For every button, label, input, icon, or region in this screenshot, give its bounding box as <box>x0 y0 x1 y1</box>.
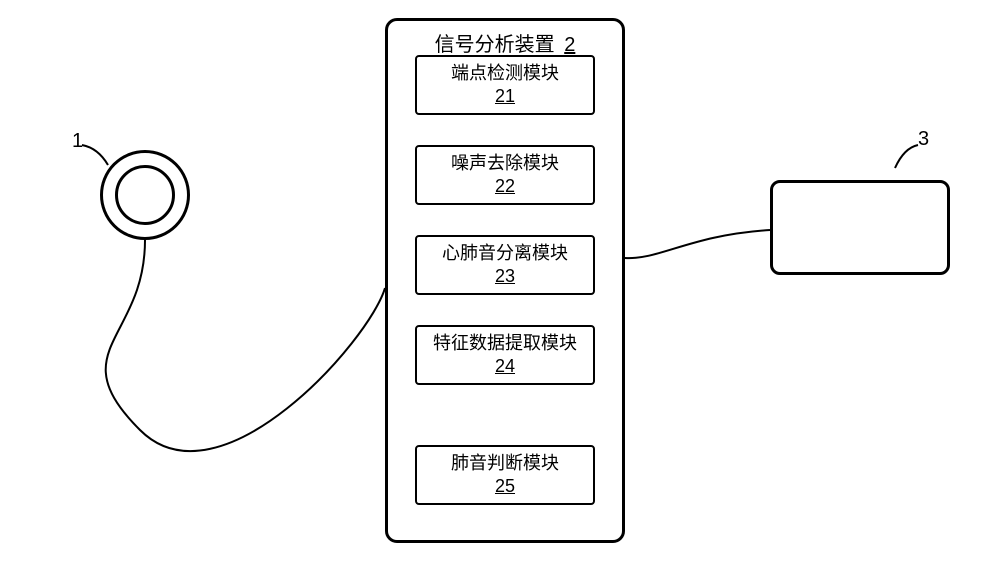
module-num: 24 <box>495 355 515 378</box>
module-box: 心肺音分离模块 23 <box>415 235 595 295</box>
label-lead <box>82 145 108 165</box>
main-device-title: 信号分析装置 2 <box>385 28 625 57</box>
module-num: 23 <box>495 265 515 288</box>
main-title-ref: 2 <box>564 34 575 56</box>
sensor-inner-circle <box>115 165 175 225</box>
wire <box>625 230 770 258</box>
ref-label: 1 <box>72 130 83 153</box>
ref-label: 3 <box>918 128 929 151</box>
display-box <box>770 180 950 275</box>
main-title-text: 信号分析装置 <box>435 34 555 56</box>
wire <box>106 240 385 451</box>
module-label: 肺音判断模块 <box>451 452 559 475</box>
module-box: 特征数据提取模块 24 <box>415 325 595 385</box>
module-num: 21 <box>495 85 515 108</box>
module-label: 噪声去除模块 <box>451 152 559 175</box>
module-box: 端点检测模块 21 <box>415 55 595 115</box>
module-label: 端点检测模块 <box>451 62 559 85</box>
module-num: 25 <box>495 475 515 498</box>
module-box: 噪声去除模块 22 <box>415 145 595 205</box>
module-box: 肺音判断模块 25 <box>415 445 595 505</box>
module-label: 特征数据提取模块 <box>433 332 577 355</box>
module-label: 心肺音分离模块 <box>442 242 568 265</box>
label-lead <box>895 145 918 168</box>
diagram-canvas: 信号分析装置 2 端点检测模块 21 噪声去除模块 22 心肺音分离模块 23 … <box>0 0 1000 575</box>
module-num: 22 <box>495 175 515 198</box>
